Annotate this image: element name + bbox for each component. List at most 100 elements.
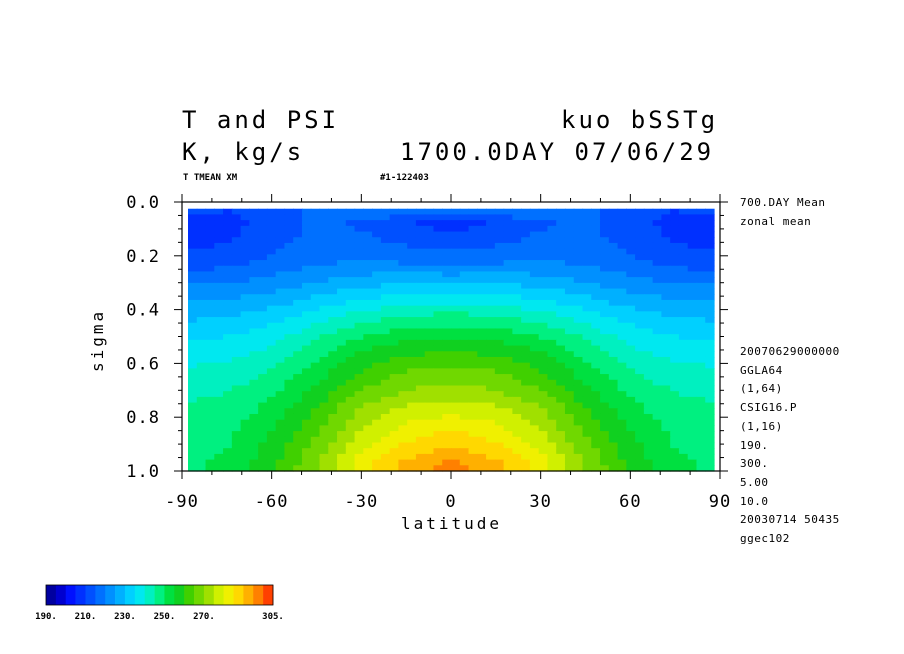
- heatmap-cell: [301, 334, 312, 341]
- heatmap-cell: [223, 362, 233, 369]
- heatmap-cell: [328, 282, 338, 290]
- heatmap-cell: [433, 425, 443, 432]
- heatmap-cell: [678, 465, 689, 472]
- heatmap-cell: [459, 448, 470, 455]
- heatmap-cell: [240, 311, 250, 318]
- heatmap-cell: [319, 368, 329, 375]
- heatmap-cell: [678, 425, 689, 432]
- heatmap-cell: [705, 265, 715, 273]
- heatmap-cell: [380, 220, 391, 227]
- heatmap-cell: [705, 453, 715, 461]
- heatmap-cell: [652, 425, 662, 432]
- heatmap-cell: [503, 351, 513, 358]
- heatmap-cell: [626, 396, 636, 404]
- heatmap-cell: [337, 282, 347, 290]
- heatmap-cell: [231, 396, 242, 404]
- heatmap-cell: [600, 453, 610, 461]
- heatmap-cell: [205, 431, 215, 438]
- heatmap-cell: [477, 402, 487, 409]
- heatmap-cell: [696, 214, 706, 221]
- heatmap-cell: [591, 328, 601, 335]
- heatmap-cell: [301, 402, 312, 409]
- heatmap-cell: [538, 299, 549, 307]
- heatmap-cell: [678, 277, 689, 284]
- colorbar-swatch: [203, 585, 215, 605]
- heatmap-cell: [600, 396, 610, 404]
- heatmap-cell: [608, 214, 619, 221]
- heatmap-cell: [608, 391, 619, 398]
- heatmap-cell: [415, 419, 426, 426]
- heatmap-cell: [205, 402, 215, 409]
- heatmap-cell: [354, 254, 364, 261]
- heatmap-cell: [196, 379, 207, 387]
- heatmap-cell: [380, 225, 391, 233]
- heatmap-cell: [512, 260, 522, 267]
- heatmap-cell: [547, 379, 557, 387]
- heatmap-cell: [433, 362, 443, 369]
- heatmap-cell: [354, 294, 364, 301]
- heatmap-cell: [643, 334, 654, 341]
- heatmap-cell: [249, 379, 259, 387]
- heatmap-cell: [600, 282, 610, 290]
- heatmap-cell: [205, 419, 215, 426]
- heatmap-cell: [512, 396, 522, 404]
- heatmap-cell: [608, 225, 619, 233]
- heatmap-cell: [538, 220, 549, 227]
- heatmap-cell: [328, 362, 338, 369]
- colorbar-swatch: [124, 585, 136, 605]
- heatmap-cell: [617, 322, 627, 330]
- heatmap-cell: [319, 265, 329, 273]
- heatmap-cell: [503, 271, 513, 278]
- heatmap-cell: [582, 260, 592, 267]
- heatmap-cell: [547, 425, 557, 432]
- heatmap-cell: [188, 305, 198, 312]
- heatmap-cell: [617, 288, 627, 295]
- heatmap-cell: [389, 328, 399, 335]
- heatmap-cell: [556, 237, 566, 244]
- heatmap-cell: [398, 237, 408, 244]
- heatmap-cell: [319, 431, 329, 438]
- heatmap-cell: [319, 254, 329, 261]
- heatmap-cell: [451, 299, 461, 307]
- heatmap-cell: [556, 396, 566, 404]
- heatmap-cell: [626, 299, 636, 307]
- heatmap-cell: [626, 322, 636, 330]
- heatmap-cell: [214, 294, 224, 301]
- heatmap-cell: [626, 442, 636, 449]
- heatmap-cell: [617, 362, 627, 369]
- heatmap-cell: [538, 334, 549, 341]
- heatmap-cell: [337, 317, 347, 324]
- heatmap-cell: [433, 396, 443, 404]
- heatmap-cell: [635, 248, 645, 255]
- heatmap-cell: [696, 368, 706, 375]
- heatmap-cell: [538, 288, 549, 295]
- title-right: kuo bSSTg: [561, 106, 719, 134]
- heatmap-cell: [249, 231, 259, 238]
- heatmap-cell: [670, 339, 680, 347]
- heatmap-cell: [363, 288, 373, 295]
- heatmap-cell: [477, 322, 487, 330]
- heatmap-cell: [626, 277, 636, 284]
- heatmap-cell: [363, 402, 373, 409]
- heatmap-cell: [205, 305, 215, 312]
- heatmap-cell: [529, 385, 540, 392]
- heatmap-cell: [407, 391, 417, 398]
- heatmap-cell: [214, 254, 224, 261]
- heatmap-cell: [196, 459, 207, 466]
- heatmap-cell: [275, 356, 286, 364]
- heatmap-cell: [635, 379, 645, 387]
- heatmap-cell: [608, 317, 619, 324]
- heatmap-cell: [477, 271, 487, 278]
- heatmap-cell: [652, 413, 662, 421]
- heatmap-cell: [591, 231, 601, 238]
- heatmap-cell: [652, 356, 662, 364]
- heatmap-cell: [687, 322, 698, 330]
- heatmap-cell: [512, 305, 522, 312]
- heatmap-cell: [556, 225, 566, 233]
- heatmap-cell: [468, 231, 478, 238]
- heatmap-cell: [468, 242, 478, 250]
- heatmap-cell: [240, 208, 250, 216]
- heatmap-cell: [275, 379, 286, 387]
- heatmap-cell: [266, 299, 277, 307]
- heatmap-cell: [477, 288, 487, 295]
